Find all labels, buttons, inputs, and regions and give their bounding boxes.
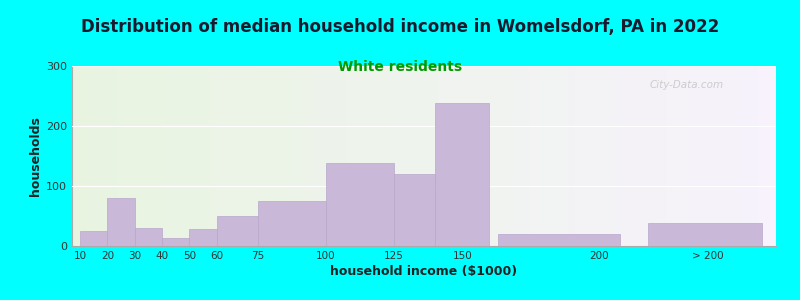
Text: City-Data.com: City-Data.com — [650, 80, 723, 90]
Bar — [648, 223, 762, 246]
Bar — [217, 216, 258, 246]
Bar — [134, 228, 162, 246]
Bar — [326, 163, 394, 246]
Bar — [435, 103, 490, 246]
Bar — [107, 198, 134, 246]
Bar — [394, 174, 435, 246]
Bar — [162, 238, 190, 246]
X-axis label: household income ($1000): household income ($1000) — [330, 265, 518, 278]
Bar — [190, 229, 217, 246]
Text: Distribution of median household income in Womelsdorf, PA in 2022: Distribution of median household income … — [81, 18, 719, 36]
Bar — [80, 231, 107, 246]
Bar — [498, 234, 621, 246]
Bar — [258, 201, 326, 246]
Text: White residents: White residents — [338, 60, 462, 74]
Y-axis label: households: households — [29, 116, 42, 196]
